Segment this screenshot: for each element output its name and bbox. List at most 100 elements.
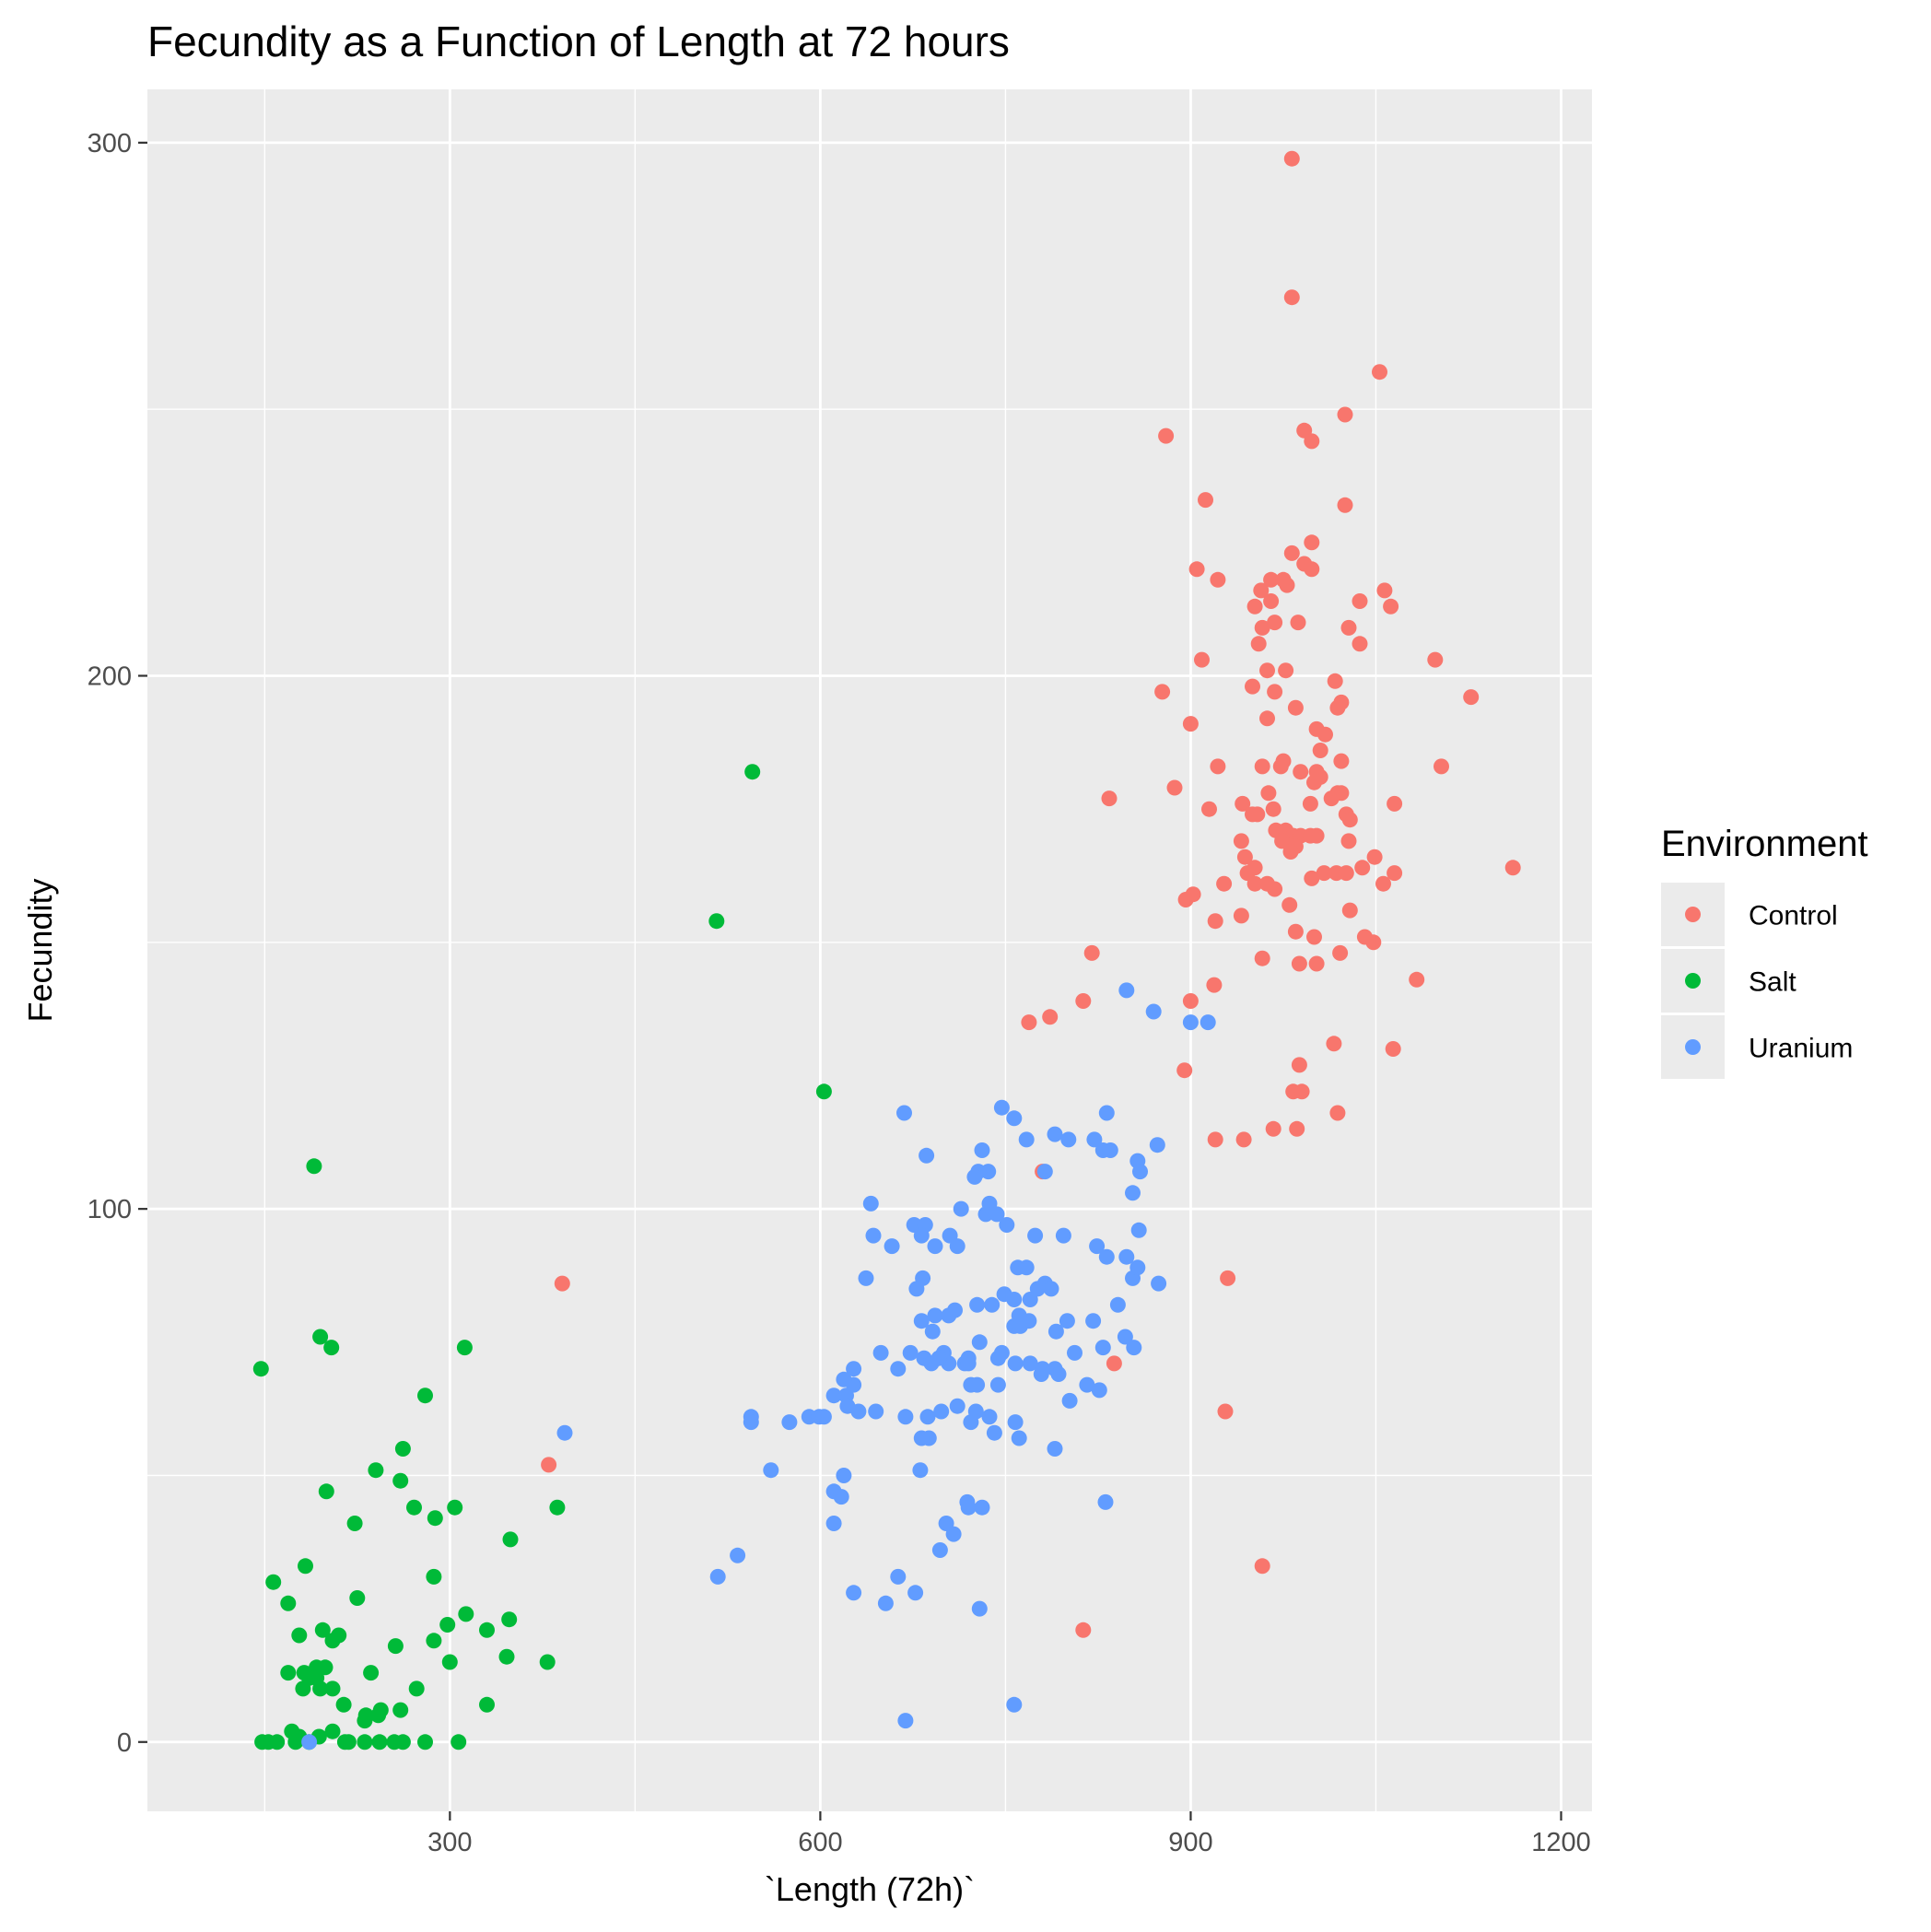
data-point [1263, 593, 1280, 609]
data-point [902, 1344, 919, 1361]
data-point [392, 1472, 409, 1489]
data-point [1246, 860, 1263, 876]
data-point [897, 1713, 914, 1729]
data-point [441, 1654, 458, 1670]
data-point [1246, 875, 1263, 892]
data-point [1233, 833, 1249, 849]
data-point [913, 1227, 930, 1244]
data-point [1304, 433, 1320, 450]
data-point [1283, 289, 1300, 306]
data-point [1011, 1430, 1027, 1446]
data-point [1463, 689, 1480, 706]
data-point [981, 1409, 998, 1425]
data-point [1253, 582, 1270, 599]
data-point [986, 1424, 1002, 1441]
data-point [884, 1238, 900, 1255]
data-point [1289, 1120, 1305, 1137]
data-point [974, 1142, 990, 1158]
data-point [913, 1430, 930, 1446]
data-point [456, 1340, 473, 1356]
data-point [312, 1329, 329, 1345]
data-point [1126, 1340, 1142, 1356]
data-point [1075, 993, 1092, 1009]
data-point [781, 1414, 798, 1431]
data-point [872, 1344, 889, 1361]
data-point [1059, 1313, 1075, 1329]
data-point [1282, 844, 1299, 860]
data-point [763, 1462, 779, 1479]
data-point [999, 1217, 1015, 1233]
data-point [387, 1638, 404, 1655]
data-point [1291, 1057, 1307, 1073]
data-point [324, 1680, 341, 1697]
data-point [1201, 801, 1217, 817]
data-point [1042, 1009, 1059, 1025]
legend-label: Uranium [1749, 1034, 1853, 1064]
data-point [1035, 1361, 1051, 1377]
data-point [984, 1296, 1001, 1313]
legend: Environment Control Salt Uranium [1661, 824, 1868, 1079]
data-point [1383, 598, 1399, 615]
data-point [1220, 1270, 1236, 1286]
data-point [1290, 615, 1306, 631]
data-point [1366, 849, 1383, 865]
data-point [945, 1526, 962, 1542]
data-point [1254, 950, 1270, 966]
data-point [1060, 1131, 1077, 1148]
data-point [335, 1696, 352, 1713]
data-point [394, 1734, 411, 1751]
data-point [1109, 1296, 1126, 1313]
data-point [971, 1600, 988, 1617]
data-point [862, 1195, 879, 1212]
chart-title: Fecundity as a Function of Length at 72 … [147, 18, 1010, 65]
data-point [930, 1350, 947, 1366]
data-point [1022, 1292, 1038, 1307]
data-point [306, 1158, 322, 1175]
data-point [1246, 598, 1263, 615]
data-point [1188, 561, 1205, 578]
data-point [1352, 636, 1368, 652]
data-point [451, 1734, 467, 1751]
data-point [1365, 934, 1382, 951]
data-point [539, 1654, 556, 1670]
x-axis-title: `Length (72h)` [765, 1870, 975, 1908]
data-point [1007, 1355, 1024, 1372]
data-point [868, 1403, 884, 1420]
data-point [458, 1606, 474, 1622]
data-point [1306, 929, 1322, 945]
data-point [549, 1499, 566, 1516]
data-point [1317, 726, 1333, 743]
data-point [1047, 1126, 1063, 1142]
data-point [1007, 1414, 1024, 1431]
data-point [949, 1398, 966, 1414]
data-point [1259, 710, 1275, 727]
data-point [1267, 615, 1283, 631]
data-point [417, 1388, 433, 1404]
data-point [1206, 977, 1223, 993]
y-axis-title: Fecundity [21, 878, 59, 1022]
data-point [907, 1585, 924, 1601]
data-point [730, 1547, 746, 1563]
data-point [1118, 982, 1135, 999]
data-point [1387, 795, 1403, 812]
data-point [858, 1270, 874, 1286]
data-point [287, 1734, 304, 1751]
data-point [1308, 955, 1325, 972]
data-point [815, 1083, 832, 1100]
data-point [324, 1723, 341, 1739]
data-point [949, 1238, 966, 1255]
data-point [346, 1516, 363, 1531]
data-point [960, 1499, 977, 1516]
data-point [1210, 758, 1226, 775]
data-point [317, 1659, 334, 1676]
data-point [1145, 1003, 1162, 1020]
data-point [1021, 1014, 1037, 1031]
legend-marker [1685, 973, 1701, 989]
data-point [1302, 795, 1318, 812]
data-point [1434, 758, 1449, 775]
data-point [1354, 860, 1371, 876]
x-axis: 300 600 900 1200 [427, 1811, 1591, 1857]
data-point [554, 1275, 570, 1292]
data-point [933, 1403, 950, 1420]
